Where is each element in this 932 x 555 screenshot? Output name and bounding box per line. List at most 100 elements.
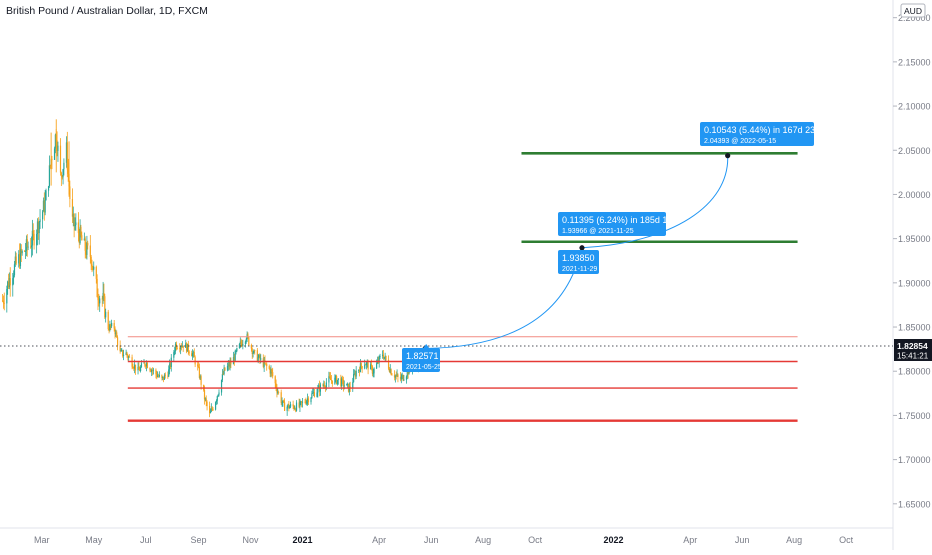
candle-body	[101, 298, 103, 300]
candle-body	[192, 352, 195, 353]
point-label-mid-bg	[558, 250, 599, 274]
candle-body	[235, 351, 237, 352]
candle-body	[180, 346, 182, 350]
candle-body	[2, 300, 5, 303]
candle-body	[127, 355, 129, 358]
candle-body	[335, 375, 337, 378]
candle-body	[262, 358, 264, 367]
candle-body	[49, 165, 51, 167]
candle-body	[210, 408, 212, 412]
candle-body	[228, 363, 230, 367]
measure-label-2-sub: 2.04393 @ 2022-05-15	[704, 138, 776, 145]
candle-body	[25, 239, 28, 251]
candle-body	[257, 357, 259, 361]
candle-body	[121, 350, 123, 351]
y-tick-label: 2.10000	[898, 102, 931, 112]
candle-body	[295, 402, 298, 411]
measure-label-2-value: 0.10543 (5.44%) in 167d 23h	[704, 125, 820, 135]
measure-label-1: 0.11395 (6.24%) in 185d 1h 1.93966 @ 2021…	[558, 212, 672, 236]
candle-body	[381, 354, 384, 357]
candle-body	[114, 328, 116, 335]
candle-body	[378, 356, 380, 363]
candle-body	[150, 370, 152, 372]
candle-body	[365, 362, 368, 366]
candle-body	[186, 343, 189, 352]
candle-body	[162, 376, 164, 379]
candle-body	[393, 374, 396, 378]
x-tick-label: Aug	[786, 535, 802, 545]
candle-body	[241, 343, 243, 346]
candle-body	[59, 145, 62, 173]
candle-body	[83, 238, 85, 241]
x-tick-label: Oct	[528, 535, 543, 545]
candle-body	[227, 363, 229, 367]
candle-body	[364, 364, 367, 366]
candle-body	[260, 358, 262, 360]
candle-body	[110, 324, 112, 327]
candle-body	[323, 385, 325, 386]
candle-body	[126, 352, 128, 356]
candle-body	[364, 364, 366, 369]
candle-body	[330, 377, 332, 380]
candle-body	[151, 370, 154, 371]
candle-body	[138, 366, 140, 370]
candle-body	[268, 366, 270, 369]
candle-body	[316, 392, 318, 397]
candle-body	[37, 221, 39, 234]
candle-body	[169, 363, 172, 367]
candle-body	[245, 339, 247, 342]
candle-body	[400, 376, 402, 380]
candle-body	[158, 374, 160, 377]
candle-body	[307, 398, 310, 403]
candle-body	[122, 354, 125, 356]
candle-body	[384, 355, 386, 358]
candle-body	[9, 278, 11, 286]
candle-body	[182, 345, 184, 348]
candle-body	[12, 278, 14, 286]
candle-body	[122, 350, 124, 356]
candle-body	[33, 233, 35, 246]
candle-body	[217, 394, 219, 397]
x-tick-label: Aug	[475, 535, 491, 545]
candle-body	[405, 376, 408, 380]
candle-body	[66, 142, 68, 170]
candle-body	[43, 200, 45, 213]
candle-body	[67, 169, 69, 174]
candle-body	[174, 343, 177, 351]
candle-body	[89, 245, 91, 257]
candle-body	[134, 364, 136, 369]
point-label-start: 1.82571 2021-05-25	[402, 348, 442, 372]
candle-body	[312, 392, 315, 393]
candle-body	[44, 200, 46, 213]
candle-body	[84, 238, 86, 251]
y-tick-label: 2.00000	[898, 190, 931, 200]
candle-body	[341, 378, 344, 380]
candle-body	[63, 162, 65, 170]
candle-body	[60, 172, 62, 176]
candle-body	[337, 378, 339, 380]
x-tick-label: Oct	[839, 535, 854, 545]
candle-body	[128, 356, 130, 358]
current-price-value: 1.82854	[897, 341, 928, 351]
candle-body	[284, 402, 286, 411]
candle-body	[116, 337, 119, 346]
candle-body	[194, 357, 196, 365]
x-tick-label: Jul	[140, 535, 152, 545]
candle-body	[226, 366, 229, 371]
candle-body	[198, 367, 200, 378]
candle-body	[390, 369, 392, 375]
candle-body	[18, 254, 20, 264]
candle-body	[385, 355, 387, 360]
candle-body	[221, 374, 223, 380]
candle-body	[185, 343, 187, 348]
candle-body	[86, 242, 88, 255]
candle-body	[301, 401, 303, 403]
candle-body	[212, 409, 214, 410]
candle-body	[108, 329, 110, 331]
point-label-mid-sub: 2021-11-29	[562, 266, 597, 273]
candle-body	[8, 278, 10, 288]
candle-body	[322, 384, 324, 386]
